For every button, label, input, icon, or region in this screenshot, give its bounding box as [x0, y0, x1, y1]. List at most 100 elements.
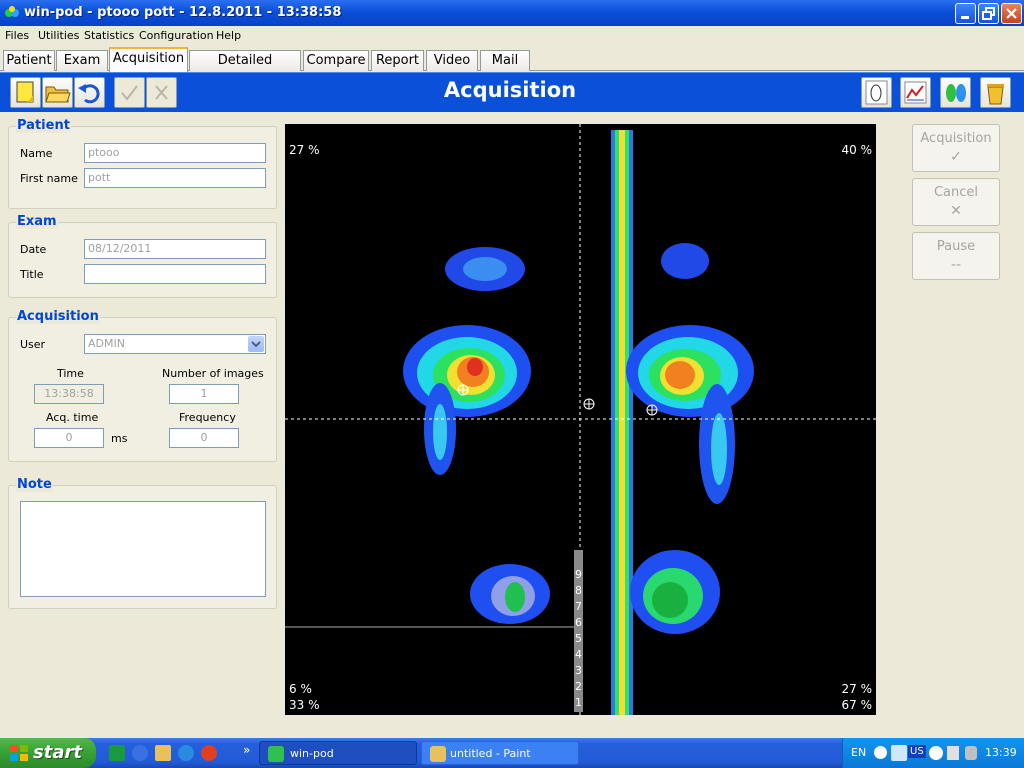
tool-foot-outline-button[interactable]	[861, 77, 892, 108]
patient-section-title: Patient	[16, 118, 71, 133]
close-button[interactable]	[1001, 3, 1022, 24]
frequency-field[interactable]: 0	[169, 428, 239, 448]
foot-outline-icon	[865, 80, 888, 105]
title-bar[interactable]: win-pod - ptooo pott - 12.8.2011 - 13:38…	[0, 0, 1024, 26]
safely-remove-icon[interactable]	[965, 746, 977, 760]
scale-tick: 8	[575, 584, 582, 597]
keyboard-layout-indicator[interactable]: US	[908, 745, 926, 758]
tab-mail[interactable]: Mail	[480, 50, 530, 71]
date-field[interactable]: 08/12/2011	[84, 239, 266, 259]
menu-configuration[interactable]: Configuration	[139, 29, 214, 42]
graph-icon	[904, 81, 927, 104]
network-icon[interactable]	[891, 745, 907, 761]
cancel-button[interactable]: Cancel ✕	[912, 178, 1000, 226]
clock[interactable]: 13:39	[985, 746, 1017, 759]
scale-tick: 9	[575, 568, 582, 581]
scale-tick: 6	[575, 616, 582, 629]
menu-utilities[interactable]: Utilities	[38, 29, 80, 42]
pressure-map-canvas	[285, 124, 876, 715]
user-label: User	[20, 338, 46, 351]
tool-recycle-button[interactable]	[980, 77, 1011, 108]
pct-bottom-right-2: 67 %	[841, 698, 873, 712]
open-button[interactable]	[42, 77, 73, 108]
tray-expand-icon[interactable]	[874, 746, 887, 759]
language-indicator[interactable]: EN	[851, 746, 867, 759]
tray-status-icon[interactable]	[929, 746, 943, 760]
tool-feet-button[interactable]	[940, 77, 971, 108]
exam-section-title: Exam	[16, 214, 58, 229]
paint-icon	[430, 746, 446, 762]
tab-exam[interactable]: Exam	[56, 50, 108, 71]
scale-tick: 5	[575, 632, 582, 645]
scale-tick: 7	[575, 600, 582, 613]
title-label: Title	[20, 268, 44, 281]
tab-compare[interactable]: Compare	[303, 50, 369, 71]
pct-bottom-right-1: 27 %	[841, 682, 873, 696]
minimize-icon	[961, 16, 969, 19]
restore-button[interactable]	[978, 3, 999, 24]
center-of-pressure-marker	[457, 384, 658, 416]
acquisition-button[interactable]: Acquisition ✓	[912, 124, 1000, 172]
scale-tick: 3	[575, 664, 582, 677]
close-icon	[1006, 8, 1017, 19]
quicklaunch-app-icon[interactable]	[109, 745, 125, 761]
acquisition-button-label: Acquisition	[920, 131, 992, 146]
menu-files[interactable]: Files	[5, 29, 30, 42]
checkmark-icon	[121, 85, 138, 101]
pause-icon: --	[950, 257, 962, 273]
note-section-title: Note	[16, 477, 53, 492]
new-note-icon	[16, 81, 34, 103]
acq-time-field[interactable]: 0	[34, 428, 104, 448]
exam-title-field[interactable]	[84, 264, 266, 284]
first-name-field[interactable]: pott	[84, 168, 266, 188]
name-field[interactable]: ptooo	[84, 143, 266, 163]
task-win-pod-label: win-pod	[290, 747, 334, 760]
quicklaunch-expand-icon[interactable]: »	[243, 743, 251, 757]
window-title: win-pod - ptooo pott - 12.8.2011 - 13:38…	[24, 5, 342, 20]
number-of-images-field[interactable]: 1	[169, 384, 239, 404]
cross-icon	[155, 85, 168, 100]
feet-icon	[946, 84, 966, 102]
pressure-map[interactable]: 9 8 7 6 5 4 3 2 1 27 % 40 % 6 % 33 % 27 …	[285, 124, 876, 715]
system-tray: EN US 13:39	[842, 738, 1024, 768]
tab-detailed-analysis[interactable]: Detailed analysis	[189, 50, 301, 87]
acq-time-unit: ms	[111, 432, 128, 445]
minimize-button[interactable]	[955, 3, 976, 24]
time-field[interactable]: 13:38:58	[34, 384, 104, 404]
tab-acquisition[interactable]: Acquisition	[109, 47, 188, 72]
menu-help[interactable]: Help	[216, 29, 242, 42]
quicklaunch-browser-icon[interactable]	[132, 745, 148, 761]
task-paint[interactable]: untitled - Paint	[421, 741, 579, 765]
tab-patient[interactable]: Patient	[3, 50, 55, 71]
scale-tick: 2	[575, 680, 582, 693]
dropdown-button[interactable]	[248, 336, 264, 352]
menu-statistics[interactable]: Statistics	[84, 29, 135, 42]
scale-tick: 1	[575, 696, 582, 709]
new-button[interactable]	[10, 77, 41, 108]
volume-icon[interactable]	[947, 746, 959, 760]
name-label: Name	[20, 147, 53, 160]
pause-button[interactable]: Pause --	[912, 232, 1000, 280]
task-win-pod[interactable]: win-pod	[259, 741, 417, 765]
tab-bar: Patient Exam Acquisition Detailed analys…	[0, 45, 1024, 87]
tab-video[interactable]: Video	[426, 50, 478, 71]
folder-open-icon	[45, 86, 71, 103]
win-pod-app-icon	[268, 746, 284, 762]
note-textarea[interactable]	[20, 501, 266, 597]
quicklaunch-media-icon[interactable]	[201, 745, 217, 761]
pause-button-label: Pause	[936, 239, 976, 254]
tool-graph-button[interactable]	[900, 77, 931, 108]
discard-button[interactable]	[146, 77, 177, 108]
scale-tick: 4	[575, 648, 582, 661]
start-button[interactable]: start	[0, 738, 96, 768]
quicklaunch-ie-icon[interactable]	[178, 745, 194, 761]
number-of-images-label: Number of images	[162, 367, 264, 380]
confirm-button[interactable]	[114, 77, 145, 108]
page-title: Acquisition	[443, 78, 577, 102]
undo-button[interactable]	[74, 77, 105, 108]
quicklaunch-paint-icon[interactable]	[155, 745, 171, 761]
pct-bottom-left-1: 6 %	[289, 682, 312, 696]
chevron-down-icon	[251, 341, 261, 348]
user-select[interactable]: ADMIN	[84, 334, 266, 354]
tab-report[interactable]: Report	[371, 50, 424, 71]
